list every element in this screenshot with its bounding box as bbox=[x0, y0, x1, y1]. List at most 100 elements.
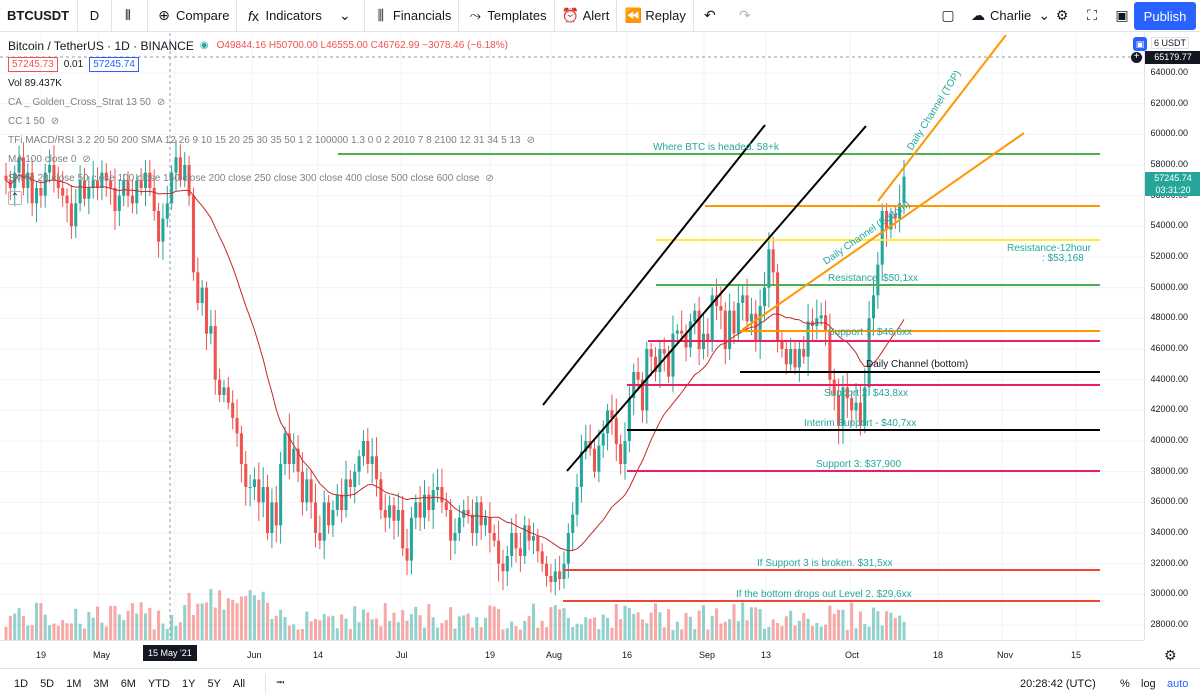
channel-top-label[interactable]: Daily Channel (TOP) bbox=[905, 69, 963, 153]
candle bbox=[858, 402, 862, 426]
daily-channel-top-line[interactable] bbox=[877, 34, 1007, 202]
replay-button[interactable]: ⏪ Replay bbox=[617, 0, 694, 32]
range-1y[interactable]: 1Y bbox=[181, 677, 196, 690]
indicator-legend-3[interactable]: TFi MACD/RSI 3.2 20 50 200 SMA 12 26 9 1… bbox=[8, 131, 535, 150]
crosshair-plus-icon[interactable]: + bbox=[1131, 52, 1142, 63]
range-5y[interactable]: 5Y bbox=[207, 677, 221, 690]
publish-button[interactable]: Publish bbox=[1134, 2, 1196, 30]
alert-button[interactable]: ⏰ Alert bbox=[555, 0, 618, 32]
if-support3-label[interactable]: If Support 3 is broken. $31,5xx bbox=[757, 558, 893, 569]
support3-label[interactable]: Support 3: $37,900 bbox=[816, 459, 902, 470]
axis-settings-icon[interactable]: ▣ bbox=[1133, 37, 1147, 51]
support1-label[interactable]: Support 1: $46,6xx bbox=[828, 327, 912, 338]
candles bbox=[4, 139, 906, 596]
range-1d[interactable]: 1D bbox=[14, 677, 29, 690]
compare-button[interactable]: ⊕ Compare bbox=[148, 0, 238, 32]
range-1m[interactable]: 1M bbox=[66, 677, 82, 690]
user-layout-button[interactable]: ☁ Charlie ⌄ bbox=[962, 0, 1063, 32]
candle bbox=[871, 295, 876, 319]
buy-button[interactable]: 57245.74 bbox=[89, 57, 139, 72]
sell-button[interactable]: 57245.73 bbox=[8, 57, 58, 72]
interval-button[interactable]: D bbox=[78, 0, 112, 32]
candle bbox=[497, 540, 501, 564]
eye-hidden-icon[interactable]: ⊘ bbox=[485, 173, 494, 184]
eye-hidden-icon[interactable]: ⊘ bbox=[526, 135, 535, 146]
candle bbox=[767, 249, 771, 288]
support2-label[interactable]: Support 2: $43,8xx bbox=[824, 388, 908, 399]
candle bbox=[815, 318, 819, 326]
interim-label[interactable]: Interim Support - $40,7xx bbox=[804, 418, 916, 429]
candle bbox=[693, 310, 697, 322]
resistance-12h-label[interactable]: Resistance-12hour bbox=[1007, 243, 1092, 254]
indicators-button[interactable]: fx Indicators bbox=[237, 0, 328, 32]
target-label[interactable]: Where BTC is headed. 58+k bbox=[653, 142, 780, 153]
volume-bar bbox=[614, 603, 618, 640]
candle bbox=[797, 349, 801, 368]
drawings[interactable] bbox=[338, 34, 1100, 602]
indicators-dropdown[interactable]: ⌄ bbox=[329, 0, 365, 32]
legend-collapse-button[interactable]: ⌃ bbox=[8, 188, 535, 207]
range-ytd[interactable]: YTD bbox=[147, 677, 170, 690]
log-toggle[interactable]: log bbox=[1141, 677, 1156, 690]
candle bbox=[104, 172, 108, 181]
range-3m[interactable]: 3M bbox=[93, 677, 109, 690]
price-tick-label: 28000.00 bbox=[1150, 619, 1188, 629]
volume-bar bbox=[640, 619, 644, 640]
range-all[interactable]: All bbox=[232, 677, 246, 690]
range-5d[interactable]: 5D bbox=[40, 677, 55, 690]
fullscreen-layout-button[interactable]: ▢ bbox=[932, 0, 967, 32]
redo-button[interactable]: ↷ bbox=[729, 0, 764, 32]
indicator-legend-5[interactable]: SMAs 20 close 50 close 100 close 150 clo… bbox=[8, 169, 535, 188]
chart-style-button[interactable]: ⫴ bbox=[112, 0, 148, 32]
price-chart[interactable]: Where BTC is headed. 58+k Daily Channel … bbox=[0, 33, 1144, 640]
eye-hidden-icon[interactable]: ⊘ bbox=[156, 97, 166, 108]
percent-toggle[interactable]: % bbox=[1120, 677, 1130, 690]
financials-button[interactable]: ⫼ Financials bbox=[365, 0, 460, 32]
if-bottom-label[interactable]: If the bottom drops out Level 2. $29,6xx bbox=[736, 589, 912, 600]
resistance-12h-value[interactable]: : $53,168 bbox=[1042, 253, 1084, 264]
candle bbox=[902, 176, 906, 204]
candle bbox=[322, 502, 326, 541]
legend-title[interactable]: Bitcoin / TetherUS · 1D · BINANCE bbox=[8, 38, 194, 53]
bottom-toolbar: 1D 5D 1M 3M 6M YTD 1Y 5Y All ⭲ 20:28:42 … bbox=[0, 668, 1200, 698]
undo-button[interactable]: ↶ bbox=[694, 0, 729, 32]
volume-bar bbox=[353, 606, 357, 640]
indicator-label: SMAs 20 close 50 close 100 close 150 clo… bbox=[8, 173, 480, 184]
indicator-legend-2[interactable]: CC 1 50 ⊘ bbox=[8, 112, 535, 131]
volume-bar bbox=[636, 612, 640, 640]
candle bbox=[523, 525, 527, 556]
templates-button[interactable]: ⤳ Templates bbox=[459, 0, 555, 32]
snapshot-button[interactable]: ▣ bbox=[1106, 0, 1141, 32]
range-6m[interactable]: 6M bbox=[120, 677, 136, 690]
goto-date-button[interactable]: ⭲ bbox=[265, 674, 290, 693]
auto-toggle[interactable]: auto bbox=[1167, 677, 1189, 690]
settings-button[interactable]: ⚙ bbox=[1046, 0, 1081, 32]
fullscreen-button[interactable]: ⛶ bbox=[1076, 0, 1111, 32]
candle bbox=[483, 517, 488, 526]
candle bbox=[196, 272, 200, 303]
eye-hidden-icon[interactable]: ⊘ bbox=[50, 116, 60, 127]
currency-prefix: 6 bbox=[1154, 38, 1160, 48]
eye-hidden-icon[interactable]: ⊘ bbox=[82, 154, 91, 165]
channel-lower-trendline[interactable] bbox=[566, 125, 867, 472]
daily-channel-bottom-line[interactable] bbox=[741, 132, 1025, 331]
chevron-up-icon: ⌃ bbox=[8, 190, 22, 205]
gear-icon: ⚙ bbox=[1055, 7, 1069, 23]
volume-legend[interactable]: Vol 89.437K bbox=[8, 74, 535, 93]
symbol-search-button[interactable]: BTCUSDT bbox=[0, 0, 78, 32]
volume-bar bbox=[845, 629, 849, 640]
utc-clock[interactable]: 20:28:42 (UTC) bbox=[1020, 677, 1096, 690]
channel-bottom-label[interactable]: Daily Channel (bottom) bbox=[866, 359, 968, 370]
indicator-legend-1[interactable]: CA _ Golden_Cross_Strat 13 50 ⊘ bbox=[8, 93, 535, 112]
volume-bar bbox=[279, 609, 283, 640]
price-tick-label: 44000.00 bbox=[1150, 373, 1188, 384]
chart-pane[interactable]: Where BTC is headed. 58+k Daily Channel … bbox=[0, 33, 1144, 640]
time-axis[interactable]: 19 May 15 May '21 Jun 14 Jul 19 Aug 16 S… bbox=[0, 640, 1177, 668]
time-axis-settings-icon[interactable]: ⚙ bbox=[1164, 647, 1177, 663]
channel-upper-trendline[interactable] bbox=[542, 124, 766, 406]
volume-bar bbox=[889, 612, 893, 640]
indicator-legend-4[interactable]: MA 100 close 0 ⊘ bbox=[8, 150, 535, 169]
currency-selector[interactable]: 6 USDT bbox=[1151, 37, 1190, 49]
resistance-label[interactable]: Resistance: $50,1xx bbox=[828, 273, 918, 284]
price-axis[interactable]: ▣ 6 USDT 64000.00 62000.00 60000.00 58000.0… bbox=[1131, 33, 1200, 640]
